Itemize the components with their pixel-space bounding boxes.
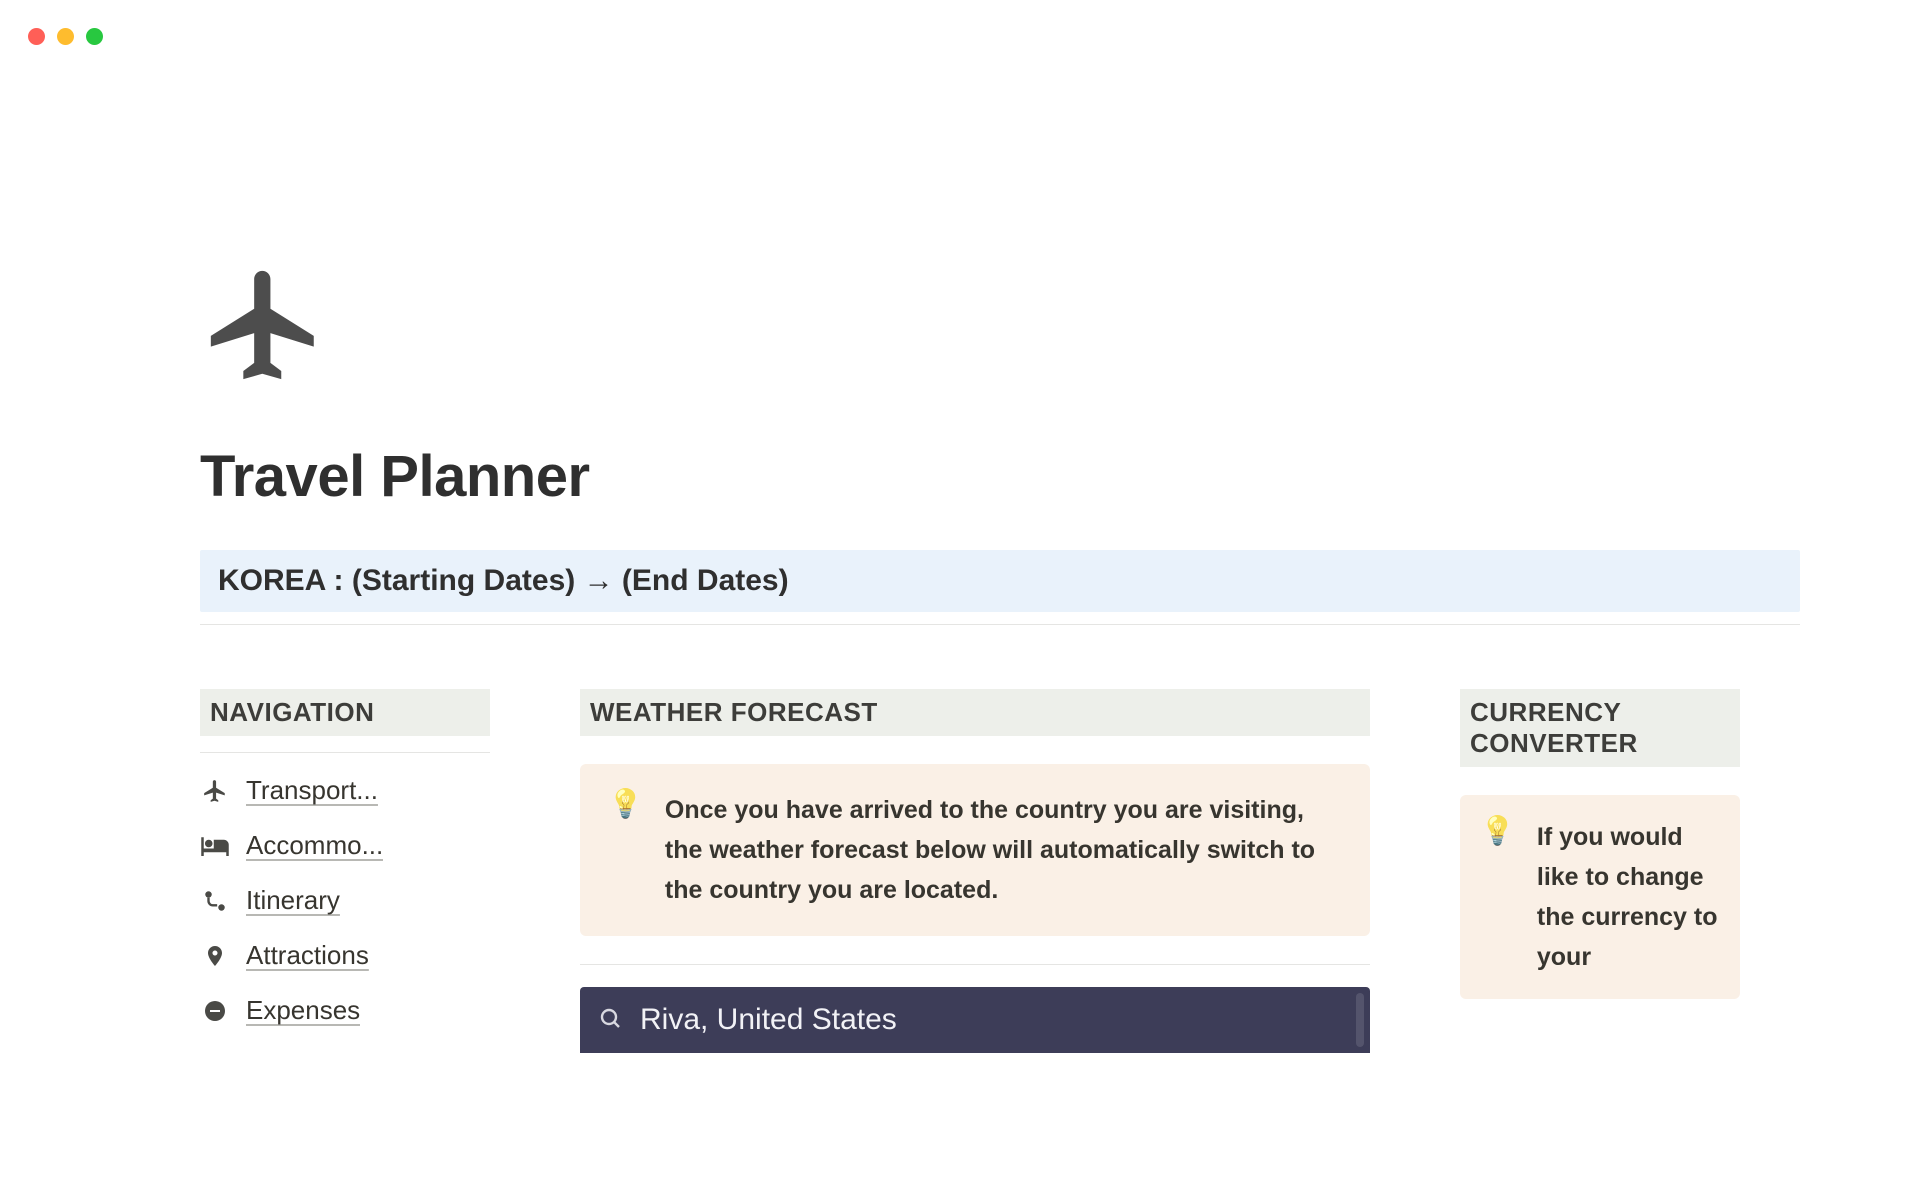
weather-callout-text: Once you have arrived to the country you… — [665, 790, 1342, 910]
lightbulb-icon: 💡 — [608, 790, 643, 910]
nav-item-itinerary[interactable]: Itinerary — [200, 885, 490, 916]
close-window-button[interactable] — [28, 28, 45, 45]
divider — [580, 964, 1370, 965]
weather-callout: 💡 Once you have arrived to the country y… — [580, 764, 1370, 936]
plane-icon — [200, 778, 230, 804]
weather-search-bar[interactable]: Riva, United States — [580, 987, 1370, 1053]
nav-item-label: Itinerary — [246, 885, 340, 916]
nav-item-label: Accommo... — [246, 830, 383, 861]
currency-heading: CURRENCY CONVERTER — [1460, 689, 1740, 767]
divider — [200, 624, 1800, 625]
window-controls — [28, 28, 103, 45]
airplane-icon — [200, 260, 1800, 395]
minus-circle-icon — [200, 999, 230, 1023]
trip-dates-banner[interactable]: KOREA : (Starting Dates) → (End Dates) — [200, 550, 1800, 612]
weather-column: WEATHER FORECAST 💡 Once you have arrived… — [580, 689, 1370, 1053]
weather-heading: WEATHER FORECAST — [580, 689, 1370, 736]
divider — [200, 752, 490, 753]
nav-item-expenses[interactable]: Expenses — [200, 995, 490, 1026]
currency-callout: 💡 If you would like to change the curren… — [1460, 795, 1740, 999]
weather-search-value: Riva, United States — [640, 1003, 897, 1037]
navigation-list: Transport... Accommo... Itinerary — [200, 775, 490, 1026]
page-content: Travel Planner KOREA : (Starting Dates) … — [200, 260, 1800, 1053]
nav-item-label: Attractions — [246, 940, 369, 971]
lightbulb-icon: 💡 — [1480, 817, 1515, 977]
nav-item-label: Transport... — [246, 775, 378, 806]
nav-item-label: Expenses — [246, 995, 360, 1026]
currency-callout-text: If you would like to change the currency… — [1537, 817, 1720, 977]
search-icon — [598, 1006, 622, 1035]
currency-column: CURRENCY CONVERTER 💡 If you would like t… — [1460, 689, 1740, 1053]
nav-item-transportation[interactable]: Transport... — [200, 775, 490, 806]
page-title: Travel Planner — [200, 443, 1800, 510]
route-icon — [200, 888, 230, 914]
nav-item-attractions[interactable]: Attractions — [200, 940, 490, 971]
maximize-window-button[interactable] — [86, 28, 103, 45]
navigation-heading: NAVIGATION — [200, 689, 490, 736]
pin-icon — [200, 942, 230, 970]
nav-item-accommodation[interactable]: Accommo... — [200, 830, 490, 861]
bed-icon — [200, 831, 230, 861]
navigation-column: NAVIGATION Transport... Accommo... — [200, 689, 490, 1053]
minimize-window-button[interactable] — [57, 28, 74, 45]
columns-layout: NAVIGATION Transport... Accommo... — [200, 689, 1800, 1053]
